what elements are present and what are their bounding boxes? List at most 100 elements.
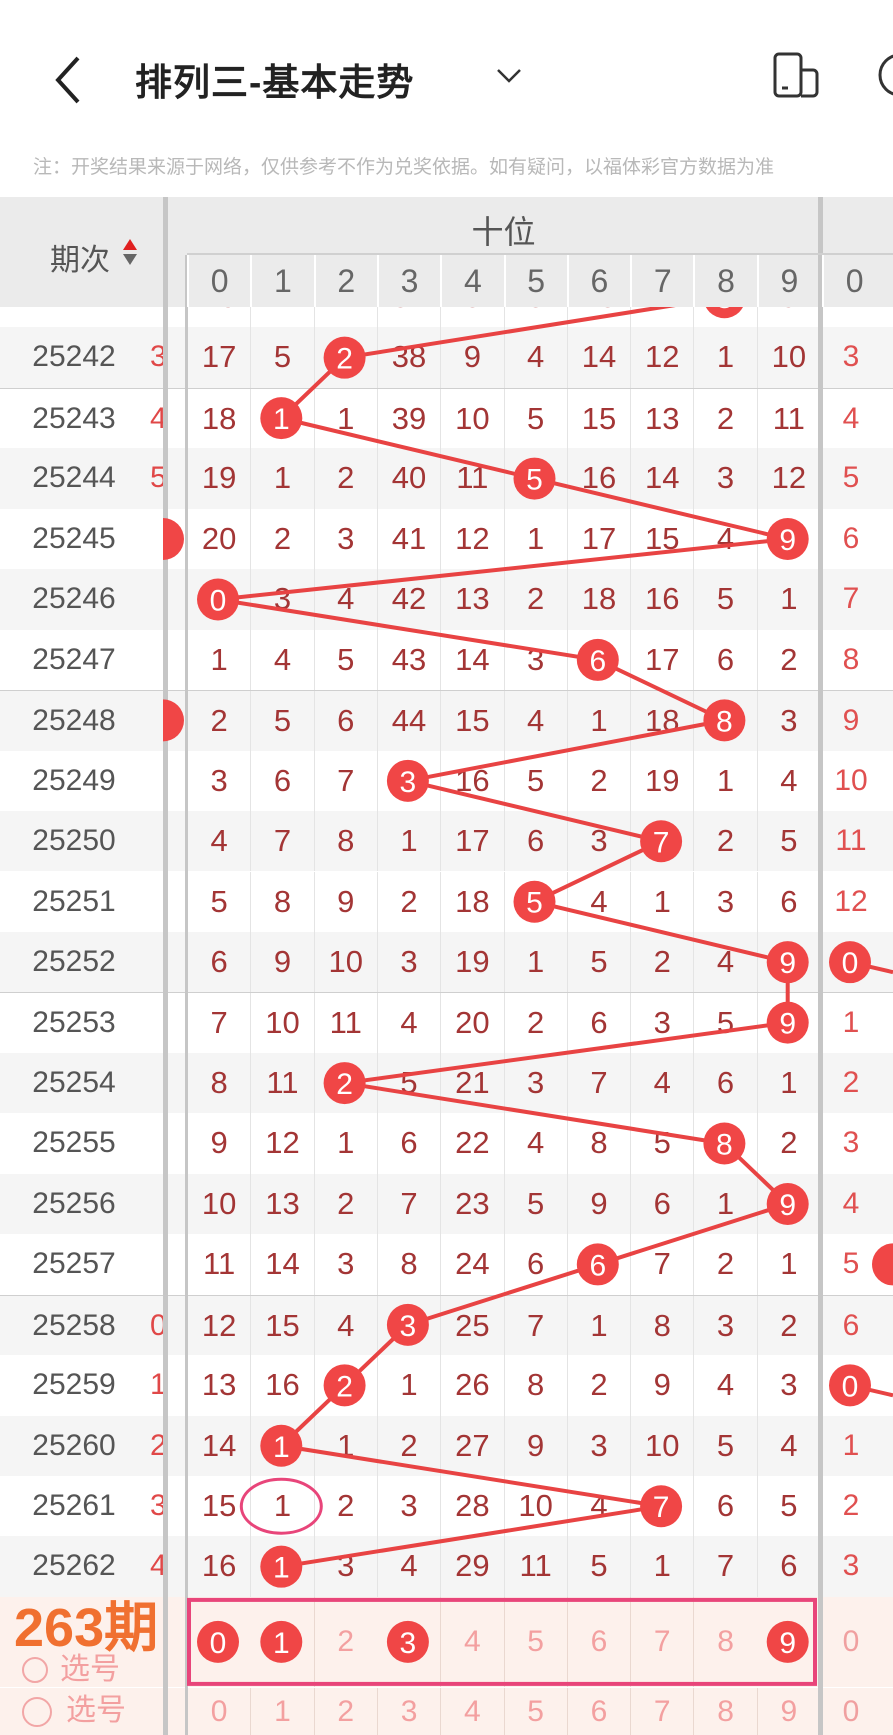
radio-circle-icon[interactable] (22, 1656, 48, 1683)
pick-digit[interactable]: 5 (503, 1596, 567, 1687)
svg-text:2: 2 (336, 1068, 353, 1101)
omission-cell: 6 (376, 1113, 440, 1174)
omission-cell: 3 (693, 871, 756, 932)
phone-landscape-icon[interactable] (772, 52, 822, 98)
pick-digit[interactable]: 8 (693, 1687, 756, 1735)
pick-digit[interactable]: 9 (756, 1687, 820, 1735)
hit-cell (250, 1536, 313, 1597)
omission-cell: 4 (376, 1536, 440, 1597)
omission-cell: 12 (756, 448, 820, 509)
omission-cell: 5 (250, 691, 313, 751)
period-number: 25254 (32, 1065, 116, 1099)
units-omission-cell: 6 (842, 521, 860, 555)
pick-digit[interactable]: 8 (693, 1596, 756, 1687)
hundreds-partial-value: 1 (150, 1368, 165, 1402)
omission-cell: 1 (250, 448, 313, 509)
omission-cell: 1 (503, 508, 567, 570)
period-header[interactable]: 期次 (50, 244, 110, 277)
omission-cell: 2 (693, 811, 756, 872)
pick-digit[interactable]: 0 (842, 1694, 860, 1728)
chevron-left-icon[interactable] (48, 50, 88, 110)
table-row: 25242 3 17 5 38 9 4 14 12 1 10 3 (0, 327, 893, 388)
omission-cell: 24 (440, 1234, 503, 1295)
chevron-down-icon[interactable] (492, 58, 526, 92)
hit-cell (503, 448, 567, 509)
omission-cell: 16 (250, 1355, 313, 1416)
omission-cell: 12 (440, 508, 503, 570)
omission-cell: 6 (756, 871, 820, 932)
omission-cell: 15 (440, 691, 503, 751)
units-omission-cell: 6 (842, 1308, 860, 1342)
digit-header-3: 3 (376, 255, 440, 307)
pick-digit[interactable]: 1 (250, 1687, 313, 1735)
omission-cell: 23 (440, 1173, 503, 1235)
hit-ball: 3 (386, 759, 429, 802)
period-number: 25250 (32, 824, 116, 858)
units-omission-cell: 5 (842, 1247, 860, 1281)
svg-text:1: 1 (273, 403, 290, 436)
svg-text:0: 0 (210, 584, 227, 617)
hit-cell (313, 1355, 377, 1416)
pick-digit[interactable]: 0 (842, 1624, 860, 1658)
pick-digit[interactable]: 4 (440, 1687, 503, 1735)
sort-icon[interactable] (122, 237, 138, 267)
omission-cell: 2 (503, 993, 567, 1053)
omission-cell: 4 (503, 1113, 567, 1174)
pick-row: 263期 选号 2 4 5 6 7 8 0 (0, 1596, 893, 1687)
hit-ball: 2 (323, 1364, 366, 1407)
omission-cell: 42 (376, 569, 440, 630)
period-number: 25245 (32, 521, 116, 555)
omission-cell: 3 (376, 931, 440, 993)
omission-cell: 7 (313, 750, 377, 812)
column-divider (818, 307, 823, 1735)
period-number: 25252 (32, 944, 116, 978)
svg-text:1: 1 (273, 1431, 290, 1464)
period-number: 25244 (32, 461, 116, 495)
omission-cell: 2 (250, 508, 313, 570)
units-hit-ball: 0 (829, 1364, 871, 1407)
radio-circle-icon[interactable] (22, 1696, 52, 1727)
pick-digit[interactable]: 6 (566, 1687, 630, 1735)
pick-digit[interactable]: 6 (566, 1596, 630, 1687)
pick-label[interactable]: 选号 (66, 1693, 126, 1727)
table-row: 25259 1 13 16 1 26 8 2 9 4 3 (0, 1355, 893, 1416)
units-omission-cell: 4 (842, 401, 860, 435)
table-row: 25253 7 10 11 4 20 2 6 3 5 1 (0, 992, 893, 1053)
omission-cell: 1 (756, 569, 820, 630)
omission-cell: 3 (630, 993, 693, 1053)
svg-text:1: 1 (273, 1627, 290, 1660)
omission-cell: 5 (503, 1173, 567, 1235)
hit-ball: 9 (766, 1001, 809, 1044)
highlight-box (187, 1597, 817, 1686)
omission-cell: 10 (630, 1415, 693, 1476)
pick-digit[interactable]: 7 (630, 1687, 693, 1735)
pick-digit[interactable]: 2 (313, 1687, 377, 1735)
omission-cell: 5 (503, 750, 567, 812)
svg-text:9: 9 (779, 524, 796, 557)
omission-cell: 14 (250, 1234, 313, 1295)
omission-cell: 4 (376, 993, 440, 1053)
pick-label[interactable]: 选号 (60, 1652, 120, 1686)
pick-digit[interactable]: 5 (503, 1687, 567, 1735)
pick-digit[interactable]: 7 (630, 1596, 693, 1687)
omission-cell: 1 (630, 1536, 693, 1597)
units-omission-cell: 2 (820, 307, 882, 327)
pick-digit[interactable]: 3 (376, 1687, 440, 1735)
omission-cell: 9 (440, 327, 503, 388)
svg-text:8: 8 (716, 307, 733, 315)
svg-text:6: 6 (589, 1249, 606, 1282)
pick-digit[interactable]: 4 (440, 1596, 503, 1687)
omission-cell: 15 (566, 388, 630, 449)
pick-digit[interactable]: 2 (313, 1596, 377, 1687)
omission-cell: 7 (503, 1295, 567, 1356)
omission-cell: 15 (187, 1476, 250, 1537)
omission-cell: 12 (630, 327, 693, 388)
hundreds-partial-ball (163, 518, 184, 561)
more-icon[interactable] (876, 52, 893, 98)
units-omission-cell: 10 (834, 763, 868, 797)
period-annotation: 263期 (14, 1597, 159, 1658)
units-omission-cell: 3 (842, 1126, 860, 1160)
omission-cell: 38 (376, 327, 440, 388)
hundreds-partial-value: 5 (150, 461, 165, 495)
hit-ball: 6 (576, 638, 619, 681)
